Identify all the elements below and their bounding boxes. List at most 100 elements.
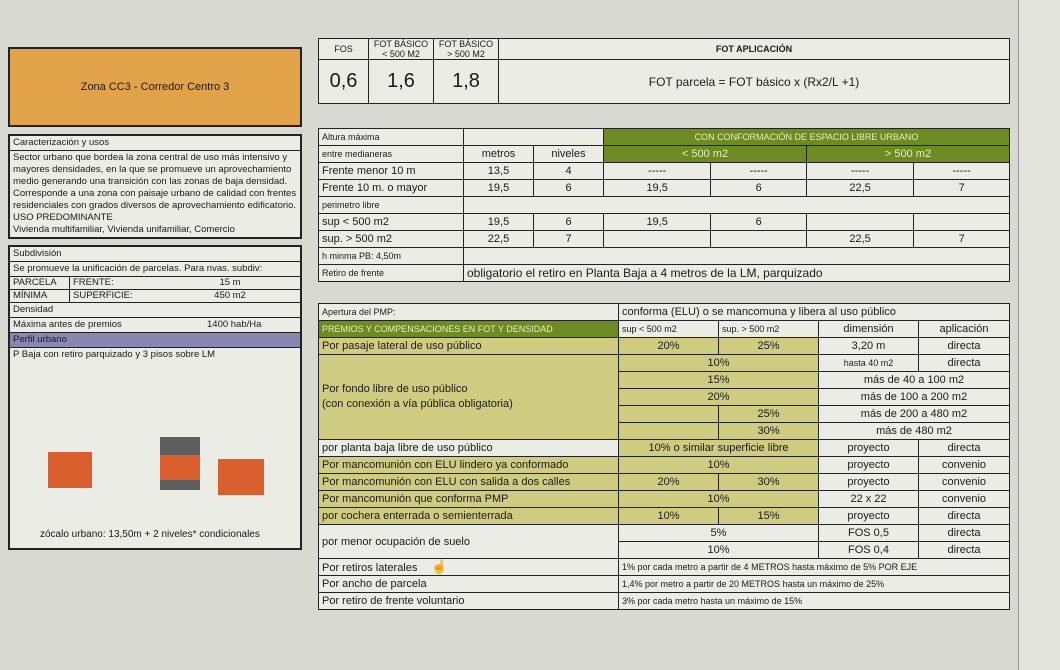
row-label: Por mancomunión con ELU con salida a dos… xyxy=(318,473,619,491)
superficie-label: SUPERFICIE: xyxy=(73,290,133,301)
cell: 10% xyxy=(618,541,819,559)
table-row: Por mancomunión con ELU con salida a dos… xyxy=(318,473,1010,491)
left-column: Caracterización y usos Sector urbano que… xyxy=(8,134,302,550)
cell: más de 100 a 200 m2 xyxy=(818,388,1010,406)
cell: directa xyxy=(918,507,1010,525)
row-label: sup < 500 m2 xyxy=(318,213,464,231)
table-row: Por retiro de frente voluntario 3% por ca… xyxy=(318,592,1010,610)
fot-gt500-value: 1,8 xyxy=(433,59,499,104)
premios-table: Apertura del PMP: conforma (ELU) o se man… xyxy=(318,303,1010,610)
cell: 13,5 xyxy=(463,162,534,180)
densidad-heading: Densidad xyxy=(10,303,300,318)
cell: proyecto xyxy=(818,456,919,474)
cell: 22 x 22 xyxy=(818,490,919,508)
cell: 22,5 xyxy=(463,230,534,248)
cell: ----- xyxy=(913,162,1010,180)
cell: directa xyxy=(918,541,1010,559)
blank xyxy=(618,422,719,440)
table-row: Frente menor 10 m 13,5 4 ----- ----- ----- ---… xyxy=(318,162,1010,180)
cell: 10% xyxy=(618,507,719,525)
profile-block-base xyxy=(160,480,200,490)
retiro-frente-label: Retiro de frente xyxy=(318,264,464,282)
fot-lt500-value: 1,6 xyxy=(368,59,434,104)
cell: FOS 0,5 xyxy=(818,524,919,542)
cell: 15% xyxy=(618,371,819,389)
cell: ----- xyxy=(805,162,915,180)
paper-edge xyxy=(1018,0,1060,670)
altura-table: Altura máxima CON CONFORMACIÓN DE ESPACIO… xyxy=(318,128,1011,282)
blank xyxy=(463,196,1010,214)
densidad-row: Máxima antes de premios 1400 hab/Ha xyxy=(10,318,300,333)
cell: 22,5 xyxy=(805,230,915,248)
cell: 7 xyxy=(913,179,1010,197)
cell: 5% xyxy=(618,524,819,542)
cell: ----- xyxy=(602,162,712,180)
perimetro-label: perimetro libre xyxy=(318,196,464,214)
row-label: por planta baja libre de uso público xyxy=(318,439,619,457)
profile-block-upper xyxy=(160,437,200,455)
cell: 19,5 xyxy=(463,213,534,231)
table-row: por planta baja libre de uso público 10% … xyxy=(318,439,1010,457)
table-row: Frente 10 m. o mayor 19,5 6 19,5 6 22,5 7 xyxy=(318,179,1010,197)
cell: 3% por cada metro hasta un máximo de 15% xyxy=(618,592,1010,610)
cell: más de 40 a 100 m2 xyxy=(818,371,1010,389)
menor-ocupacion-label: por menor ocupación de suelo xyxy=(318,524,619,559)
subdiv-heading: Subdivisión xyxy=(10,247,300,262)
row-label: Por ancho de parcela xyxy=(318,575,619,593)
profile-block-mid xyxy=(160,455,200,480)
fot-basico-gt500-header: FOT BÁSICO > 500 M2 xyxy=(433,38,499,60)
blank xyxy=(463,128,604,146)
cell: 6 xyxy=(533,213,604,231)
cell: 6 xyxy=(710,179,807,197)
retiro-frente-value: obligatorio el retiro en Planta Baja a 4… xyxy=(463,264,1010,282)
cell: más de 480 m2 xyxy=(818,422,1010,440)
cell: 10% xyxy=(618,490,819,508)
row-label: por cochera enterrada o semienterrada xyxy=(318,507,619,525)
row-label: Por pasaje lateral de uso público xyxy=(318,337,619,355)
blank xyxy=(463,247,1010,265)
caract-line: Corresponde a una zona con paisaje urban… xyxy=(13,188,297,199)
parcela-label: PARCELA xyxy=(10,277,70,289)
row-label: Frente 10 m. o mayor xyxy=(318,179,464,197)
medianeras-label: entre medianeras xyxy=(318,145,464,163)
fot-table: FOS FOT BÁSICO < 500 M2 FOT BÁSICO > 500… xyxy=(318,38,1010,104)
fot-basico-lt500-header: FOT BÁSICO < 500 M2 xyxy=(368,38,434,60)
perfil-caption: zócalo urbano: 13,50m + 2 niveles* condi… xyxy=(40,529,260,540)
cell: 20% xyxy=(618,473,719,491)
caract-line: Sector urbano que bordea la zona central… xyxy=(13,152,288,163)
cell: 19,5 xyxy=(463,179,534,197)
cell: 20% xyxy=(618,337,719,355)
cell: 7 xyxy=(913,230,1010,248)
hand-cursor-icon: ☝ xyxy=(431,559,448,574)
cell: 4 xyxy=(533,162,604,180)
fondo-line: Por fondo libre de uso público xyxy=(322,383,468,395)
cell: directa xyxy=(918,354,1010,372)
profile-block-right xyxy=(218,459,264,495)
cell: 22,5 xyxy=(805,179,915,197)
table-row: sup < 500 m2 19,5 6 19,5 6 xyxy=(318,213,1010,231)
elu-gt500-header: > 500 m2 xyxy=(805,145,1011,163)
niveles-header: niveles xyxy=(533,145,604,163)
aplicacion-header: aplicación xyxy=(918,320,1010,338)
elu-lt500-header: < 500 m2 xyxy=(603,145,807,163)
subdivision-panel: Subdivisión Se promueve la unificación d… xyxy=(8,245,302,550)
fot-aplicacion-header: FOT APLICACIÓN xyxy=(498,38,1010,60)
cell xyxy=(805,213,915,231)
cell: proyecto xyxy=(818,507,919,525)
blank xyxy=(618,405,719,423)
cell: 19,5 xyxy=(602,179,712,197)
caracterizacion-panel: Caracterización y usos Sector urbano que… xyxy=(8,134,302,239)
uso-heading: USO PREDOMINANTE xyxy=(13,212,113,223)
table-row: Por mancomunión con ELU lindero ya confo… xyxy=(318,456,1010,474)
retiros-label-cell: Por retiros laterales ☝ xyxy=(318,558,619,576)
cell: convenio xyxy=(918,456,1010,474)
uso-text: Vivienda multifamiliar, Vivienda unifami… xyxy=(13,224,235,235)
elu-header: CON CONFORMACIÓN DE ESPACIO LIBRE URBANO xyxy=(603,128,1010,146)
cell: 6 xyxy=(710,213,807,231)
fondo-libre-label: Por fondo libre de uso público (con conex… xyxy=(318,354,619,440)
frente-value: 15 m xyxy=(219,277,241,288)
fot-formula: FOT parcela = FOT básico x (Rx2/L +1) xyxy=(498,59,1010,104)
cell: 30% xyxy=(718,422,819,440)
zone-title-text: Zona CC3 - Corredor Centro 3 xyxy=(80,81,230,93)
caract-line: mayores densidades, en la que se promuev… xyxy=(13,164,292,175)
